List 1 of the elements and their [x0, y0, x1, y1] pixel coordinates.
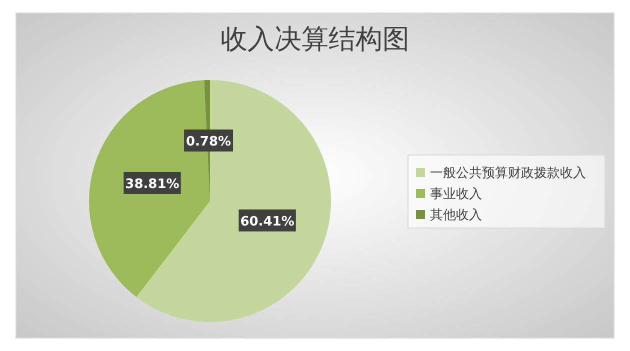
title: 收入决算结构图	[220, 24, 410, 55]
